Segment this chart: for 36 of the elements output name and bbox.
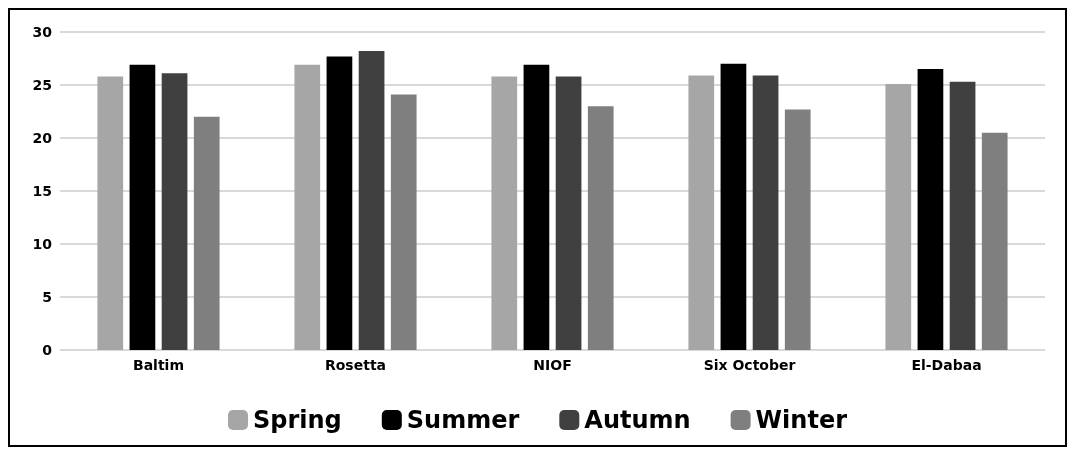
x-tick-label: Rosetta bbox=[324, 357, 387, 373]
bar bbox=[193, 116, 220, 350]
y-tick-label: 10 bbox=[32, 236, 53, 252]
legend-label: Autumn bbox=[584, 406, 691, 434]
y-tick-label: 30 bbox=[32, 24, 53, 40]
x-tick-label: Six October bbox=[703, 357, 796, 373]
y-tick-label: 20 bbox=[32, 130, 53, 146]
bar bbox=[587, 106, 614, 350]
legend-label: Spring bbox=[253, 406, 342, 434]
x-tick-label: NIOF bbox=[533, 357, 572, 373]
x-tick-label: El-Dabaa bbox=[911, 357, 982, 373]
bar bbox=[784, 109, 811, 350]
y-tick-label: 0 bbox=[42, 342, 53, 358]
bar bbox=[161, 73, 188, 350]
y-tick-label: 15 bbox=[32, 183, 52, 199]
bar bbox=[523, 64, 550, 350]
legend-label: Winter bbox=[755, 406, 848, 434]
y-tick-label: 5 bbox=[42, 289, 52, 305]
bar bbox=[981, 132, 1008, 350]
bar bbox=[97, 76, 124, 350]
bar bbox=[390, 94, 417, 350]
bar bbox=[752, 75, 779, 350]
bar bbox=[129, 64, 156, 350]
bar bbox=[294, 64, 321, 350]
x-tick-label: Baltim bbox=[133, 357, 184, 373]
bar bbox=[358, 51, 385, 350]
bar bbox=[949, 81, 976, 350]
legend-label: Summer bbox=[406, 406, 520, 434]
bar bbox=[326, 56, 353, 350]
bar bbox=[555, 76, 582, 350]
bar bbox=[688, 75, 715, 350]
bar bbox=[917, 69, 944, 350]
bar bbox=[720, 63, 747, 350]
bar bbox=[491, 76, 518, 350]
y-tick-label: 25 bbox=[32, 77, 52, 93]
bar bbox=[885, 83, 912, 350]
